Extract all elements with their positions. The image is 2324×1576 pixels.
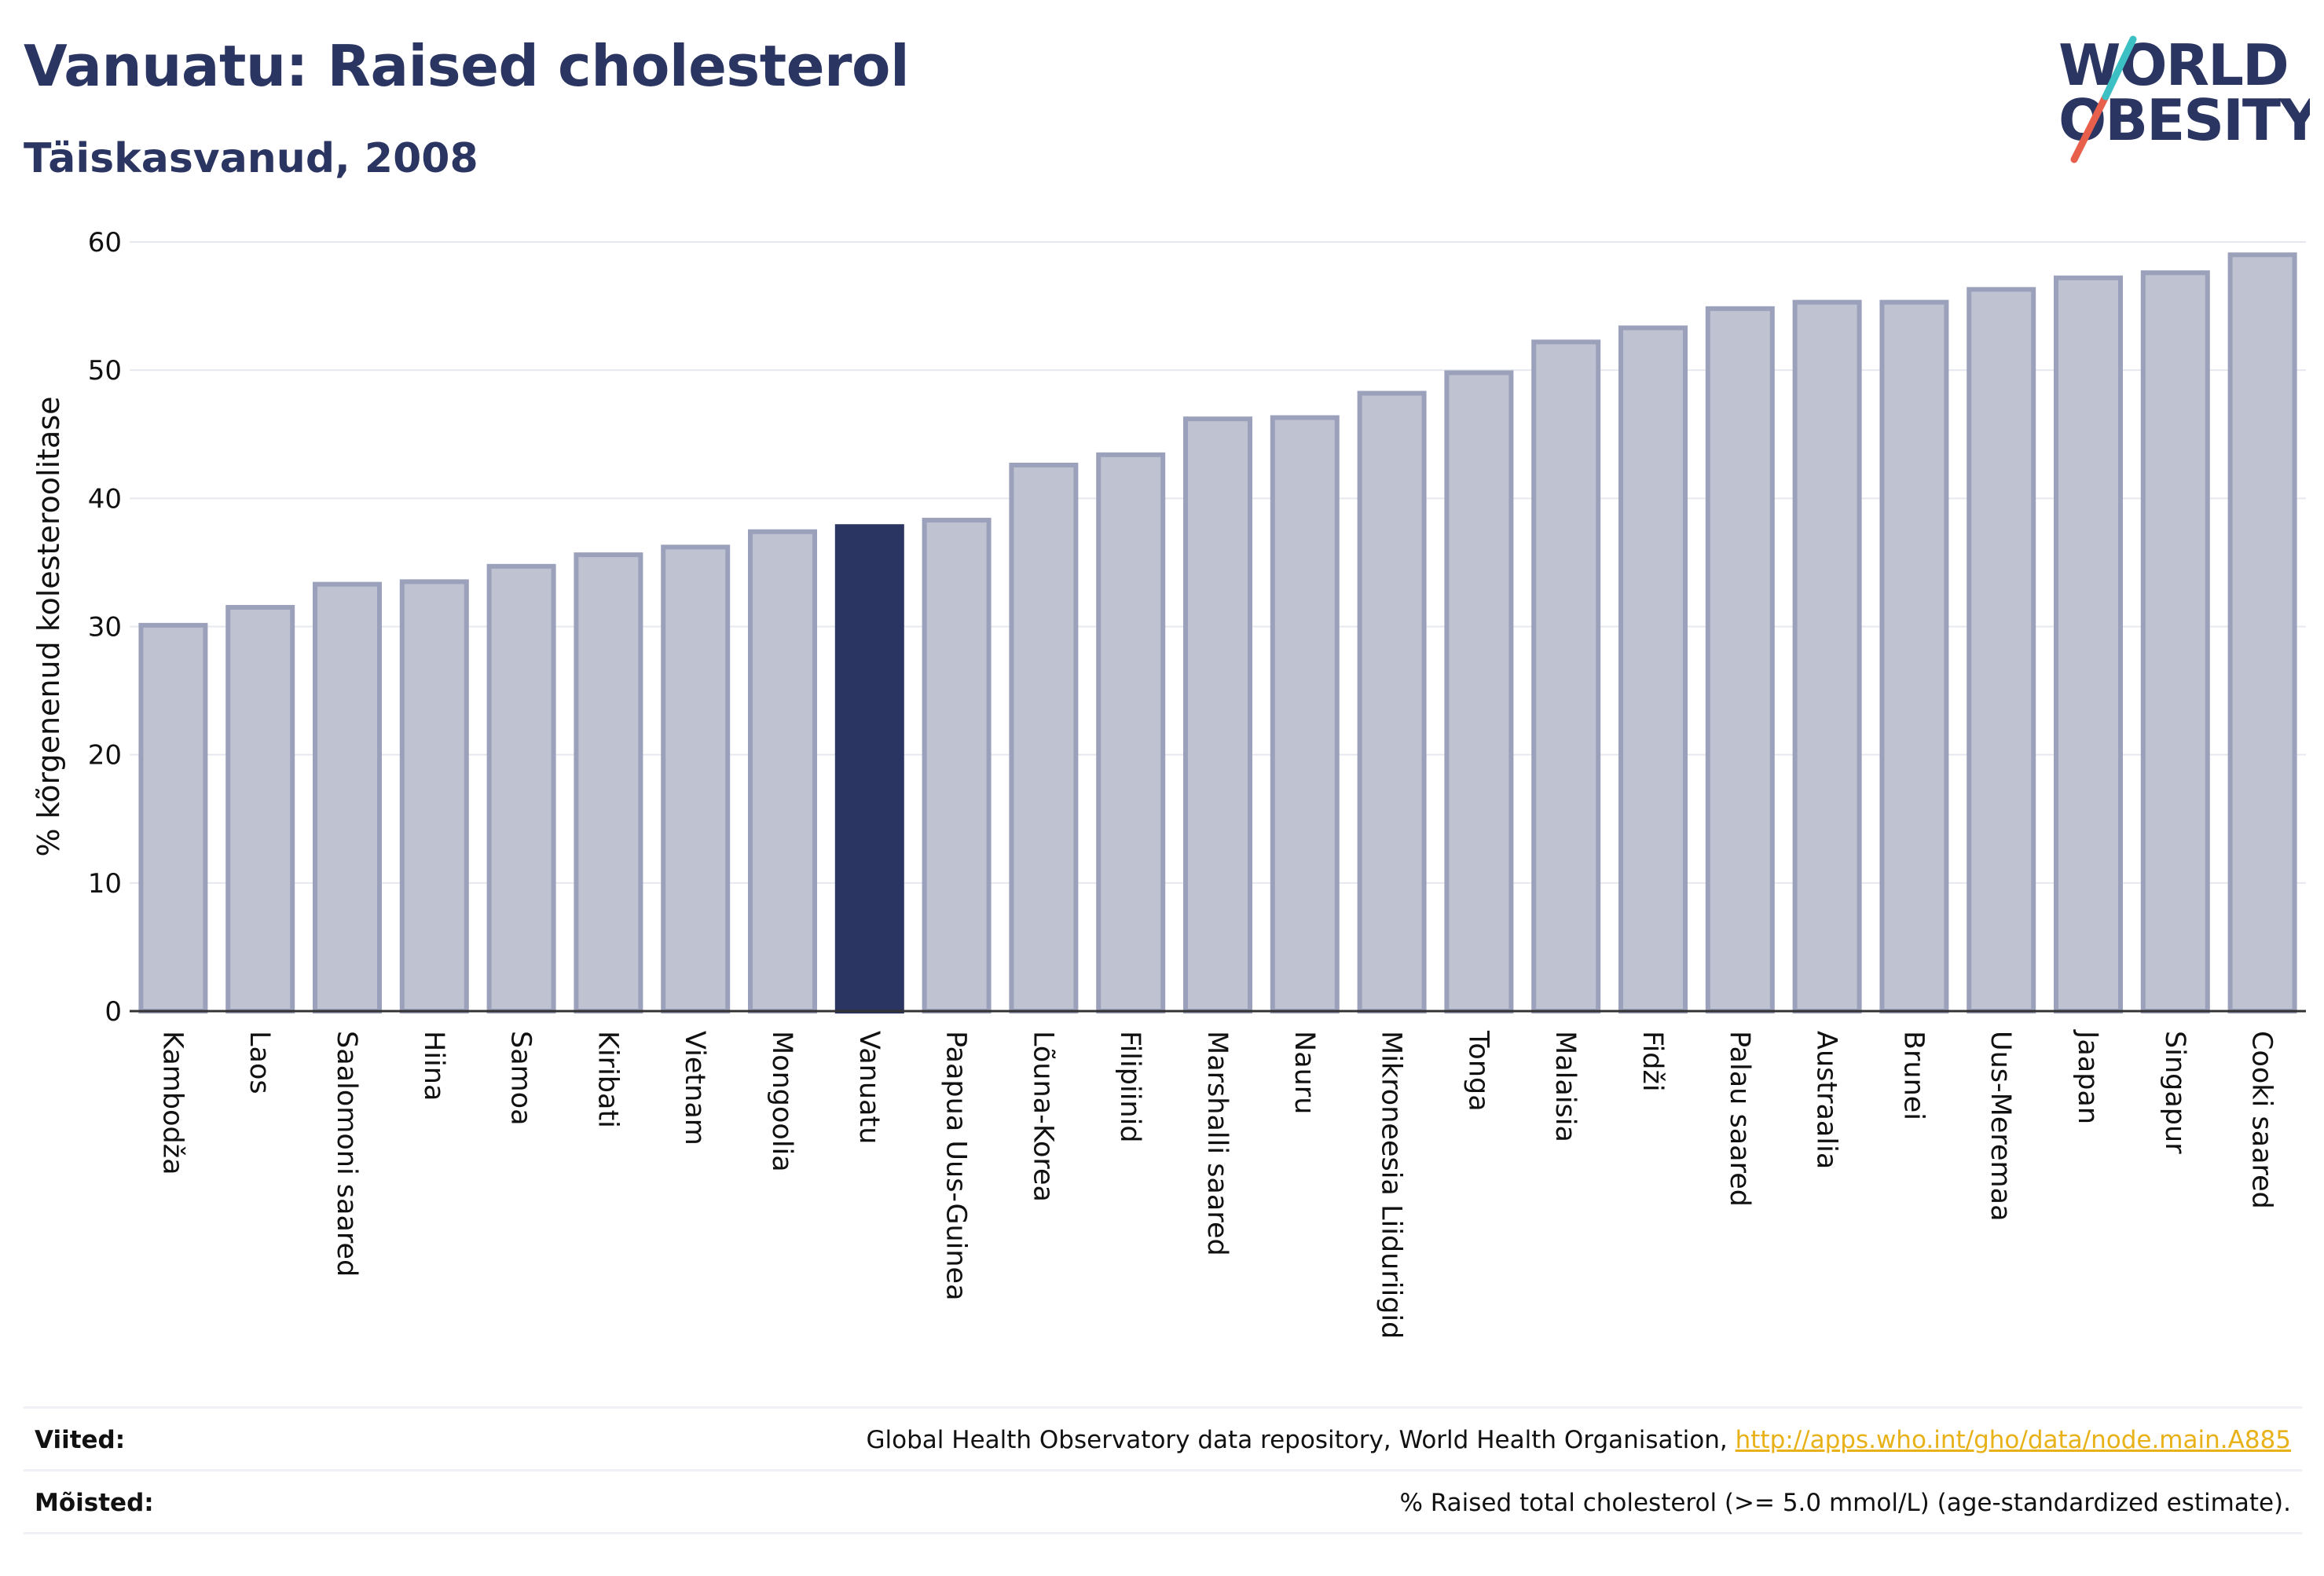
bar-brunei[interactable] bbox=[1879, 299, 1949, 1013]
x-tick-label: Filipiinid bbox=[1114, 1031, 1146, 1143]
x-tick-label: Kambodža bbox=[156, 1031, 188, 1175]
footer-sources: Viited: Global Health Observatory data r… bbox=[24, 1406, 2302, 1472]
logo-line2: OBESITY bbox=[2058, 87, 2310, 153]
x-tick-label: Laos bbox=[244, 1031, 275, 1094]
x-tick-label: Saalomoni saared bbox=[331, 1031, 362, 1277]
bar-hiina[interactable] bbox=[399, 579, 469, 1013]
x-tick-label: Palau saared bbox=[1724, 1031, 1755, 1207]
bar-laos[interactable] bbox=[225, 605, 295, 1013]
logo-line1: WORLD bbox=[2058, 32, 2288, 98]
x-tick-label: Samoa bbox=[505, 1031, 537, 1126]
y-tick-label: 50 bbox=[88, 355, 122, 387]
x-axis-ticks: Kambodža Laos Saalomoni saared Hiina Samoa Ki… bbox=[156, 1029, 2277, 1339]
x-tick-label: Singapur bbox=[2159, 1031, 2190, 1154]
definitions-label: Mõisted: bbox=[35, 1489, 154, 1517]
bar-vanuatu[interactable] bbox=[834, 524, 904, 1013]
x-tick-label: Austraalia bbox=[1811, 1031, 1842, 1169]
bar-malaisia[interactable] bbox=[1531, 339, 1601, 1013]
x-tick-label: Uus-Meremaa bbox=[1985, 1031, 2016, 1222]
logo-slash-red bbox=[2070, 93, 2110, 163]
bar-austraalia[interactable] bbox=[1792, 299, 1862, 1013]
bar-saalomoni-saared[interactable] bbox=[313, 581, 382, 1013]
footer-definitions: Mõisted: % Raised total cholesterol (>= … bbox=[24, 1469, 2302, 1534]
x-tick-label: Nauru bbox=[1288, 1031, 1320, 1114]
bar-tonga[interactable] bbox=[1444, 370, 1514, 1013]
bar-vietnam[interactable] bbox=[661, 544, 731, 1013]
bar-singapur[interactable] bbox=[2140, 270, 2210, 1014]
bar-jaapan[interactable] bbox=[2054, 275, 2123, 1014]
chart-title: Vanuatu: Raised cholesterol bbox=[24, 33, 910, 99]
y-axis-label: % kõrgenenud kolesteroolitase bbox=[31, 396, 66, 856]
x-tick-label: Paapua Uus-Guinea bbox=[940, 1031, 972, 1301]
logo-slash-teal bbox=[2102, 35, 2137, 101]
bar-paapua-uus-guinea[interactable] bbox=[922, 518, 992, 1013]
world-obesity-logo: WORLD OBESITY bbox=[2058, 32, 2310, 163]
bar-uus-meremaa[interactable] bbox=[1967, 287, 2036, 1014]
bar-samoa[interactable] bbox=[486, 563, 556, 1013]
x-tick-label: Hiina bbox=[418, 1031, 449, 1101]
y-tick-label: 20 bbox=[88, 740, 122, 772]
sources-value: Global Health Observatory data repositor… bbox=[867, 1426, 2302, 1454]
x-tick-label: Cooki saared bbox=[2246, 1031, 2278, 1209]
y-tick-label: 60 bbox=[88, 227, 122, 258]
y-axis-ticks: 0 10 20 30 40 50 60 bbox=[88, 227, 122, 1028]
x-tick-label: Vietnam bbox=[679, 1031, 710, 1145]
definitions-value: % Raised total cholesterol (>= 5.0 mmol/… bbox=[1399, 1489, 2291, 1517]
bar-marshalli-saared[interactable] bbox=[1183, 416, 1252, 1013]
sources-text: Global Health Observatory data repositor… bbox=[866, 1426, 1736, 1454]
bar-chart: 0 10 20 30 40 50 60 Kambodža Laos Saalomoni saar… bbox=[31, 227, 2306, 1339]
y-tick-label: 40 bbox=[88, 483, 122, 515]
x-tick-label: Brunei bbox=[1897, 1031, 1929, 1120]
footer-divider bbox=[24, 1532, 2302, 1534]
bar-mongoolia[interactable] bbox=[748, 529, 817, 1013]
x-tick-label: Kiribati bbox=[592, 1031, 623, 1128]
chart-subtitle: Täiskasvanud, 2008 bbox=[24, 135, 478, 182]
bars bbox=[138, 252, 2297, 1014]
x-tick-label: Jaapan bbox=[2072, 1029, 2103, 1124]
y-tick-label: 10 bbox=[88, 868, 122, 900]
bar-kiribati[interactable] bbox=[574, 552, 643, 1013]
y-tick-label: 0 bbox=[104, 996, 122, 1028]
x-tick-label: Fidži bbox=[1637, 1031, 1668, 1092]
x-tick-label: Marshalli saared bbox=[1201, 1031, 1233, 1256]
x-tick-label: Vanuatu bbox=[853, 1031, 885, 1144]
y-tick-label: 30 bbox=[88, 612, 122, 643]
sources-label: Viited: bbox=[35, 1426, 126, 1454]
bar-filipiinid[interactable] bbox=[1096, 452, 1166, 1013]
x-tick-label: Malaisia bbox=[1549, 1031, 1581, 1142]
x-tick-label: Lõuna-Korea bbox=[1027, 1031, 1058, 1202]
bar-kambod-a[interactable] bbox=[138, 622, 208, 1013]
bar-fid-i[interactable] bbox=[1618, 325, 1688, 1013]
bar-l-una-korea[interactable] bbox=[1009, 462, 1079, 1013]
x-tick-label: Mongoolia bbox=[766, 1031, 797, 1172]
bar-palau-saared[interactable] bbox=[1705, 306, 1775, 1013]
bar-nauru[interactable] bbox=[1270, 415, 1340, 1013]
bar-cooki-saared[interactable] bbox=[2227, 252, 2297, 1014]
bar-mikroneesia-liiduriigid[interactable] bbox=[1357, 390, 1427, 1013]
sources-link[interactable]: http://apps.who.int/gho/data/node.main.A… bbox=[1735, 1426, 2291, 1454]
x-tick-label: Mikroneesia Liiduriigid bbox=[1376, 1031, 1407, 1339]
x-tick-label: Tonga bbox=[1462, 1030, 1494, 1112]
